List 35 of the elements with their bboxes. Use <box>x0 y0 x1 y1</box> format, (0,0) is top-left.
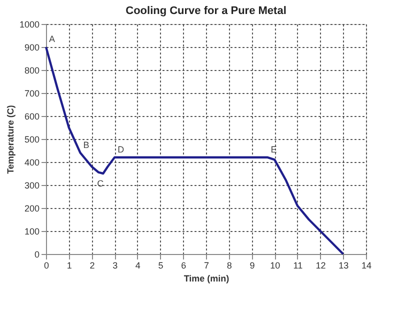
x-tick-label: 12 <box>316 260 326 270</box>
x-tick-label: 7 <box>204 260 210 270</box>
x-axis-title: Time (min) <box>184 274 230 284</box>
x-tick-label: 2 <box>90 260 95 270</box>
y-tick-label: 700 <box>24 88 40 98</box>
y-tick-label: 800 <box>24 66 40 76</box>
x-tick-label: 0 <box>44 260 50 270</box>
x-tick-label: 6 <box>181 260 186 270</box>
y-tick-label: 200 <box>24 204 40 214</box>
x-tick-label: 14 <box>361 260 372 270</box>
x-tick-label: 10 <box>270 260 280 270</box>
y-tick-label: 0 <box>34 250 40 260</box>
y-tick-label: 100 <box>24 226 40 236</box>
annotation: D <box>118 144 125 154</box>
y-tick-label: 600 <box>24 112 40 122</box>
x-tick-label: 13 <box>338 260 349 270</box>
y-axis-title: Temperature (C) <box>5 105 16 174</box>
annotation: C <box>97 178 104 188</box>
x-tick-label: 5 <box>158 260 164 270</box>
y-tick-label: 400 <box>24 158 40 168</box>
annotation: B <box>83 140 90 150</box>
x-tick-label: 11 <box>293 260 303 270</box>
y-tick-label: 1000 <box>19 20 40 30</box>
y-tick-label: 300 <box>24 180 40 190</box>
x-tick-label: 1 <box>66 260 72 270</box>
annotation: A <box>49 34 56 44</box>
annotation: E <box>270 144 277 154</box>
x-tick-label: 9 <box>250 260 255 270</box>
chart-title: Cooling Curve for a Pure Metal <box>126 5 286 17</box>
x-tick-label: 3 <box>112 260 118 270</box>
y-tick-label: 500 <box>24 134 40 144</box>
x-tick-label: 8 <box>226 260 232 270</box>
x-tick-label: 4 <box>135 260 140 270</box>
line-series <box>44 46 344 256</box>
y-tick-label: 900 <box>24 42 40 52</box>
